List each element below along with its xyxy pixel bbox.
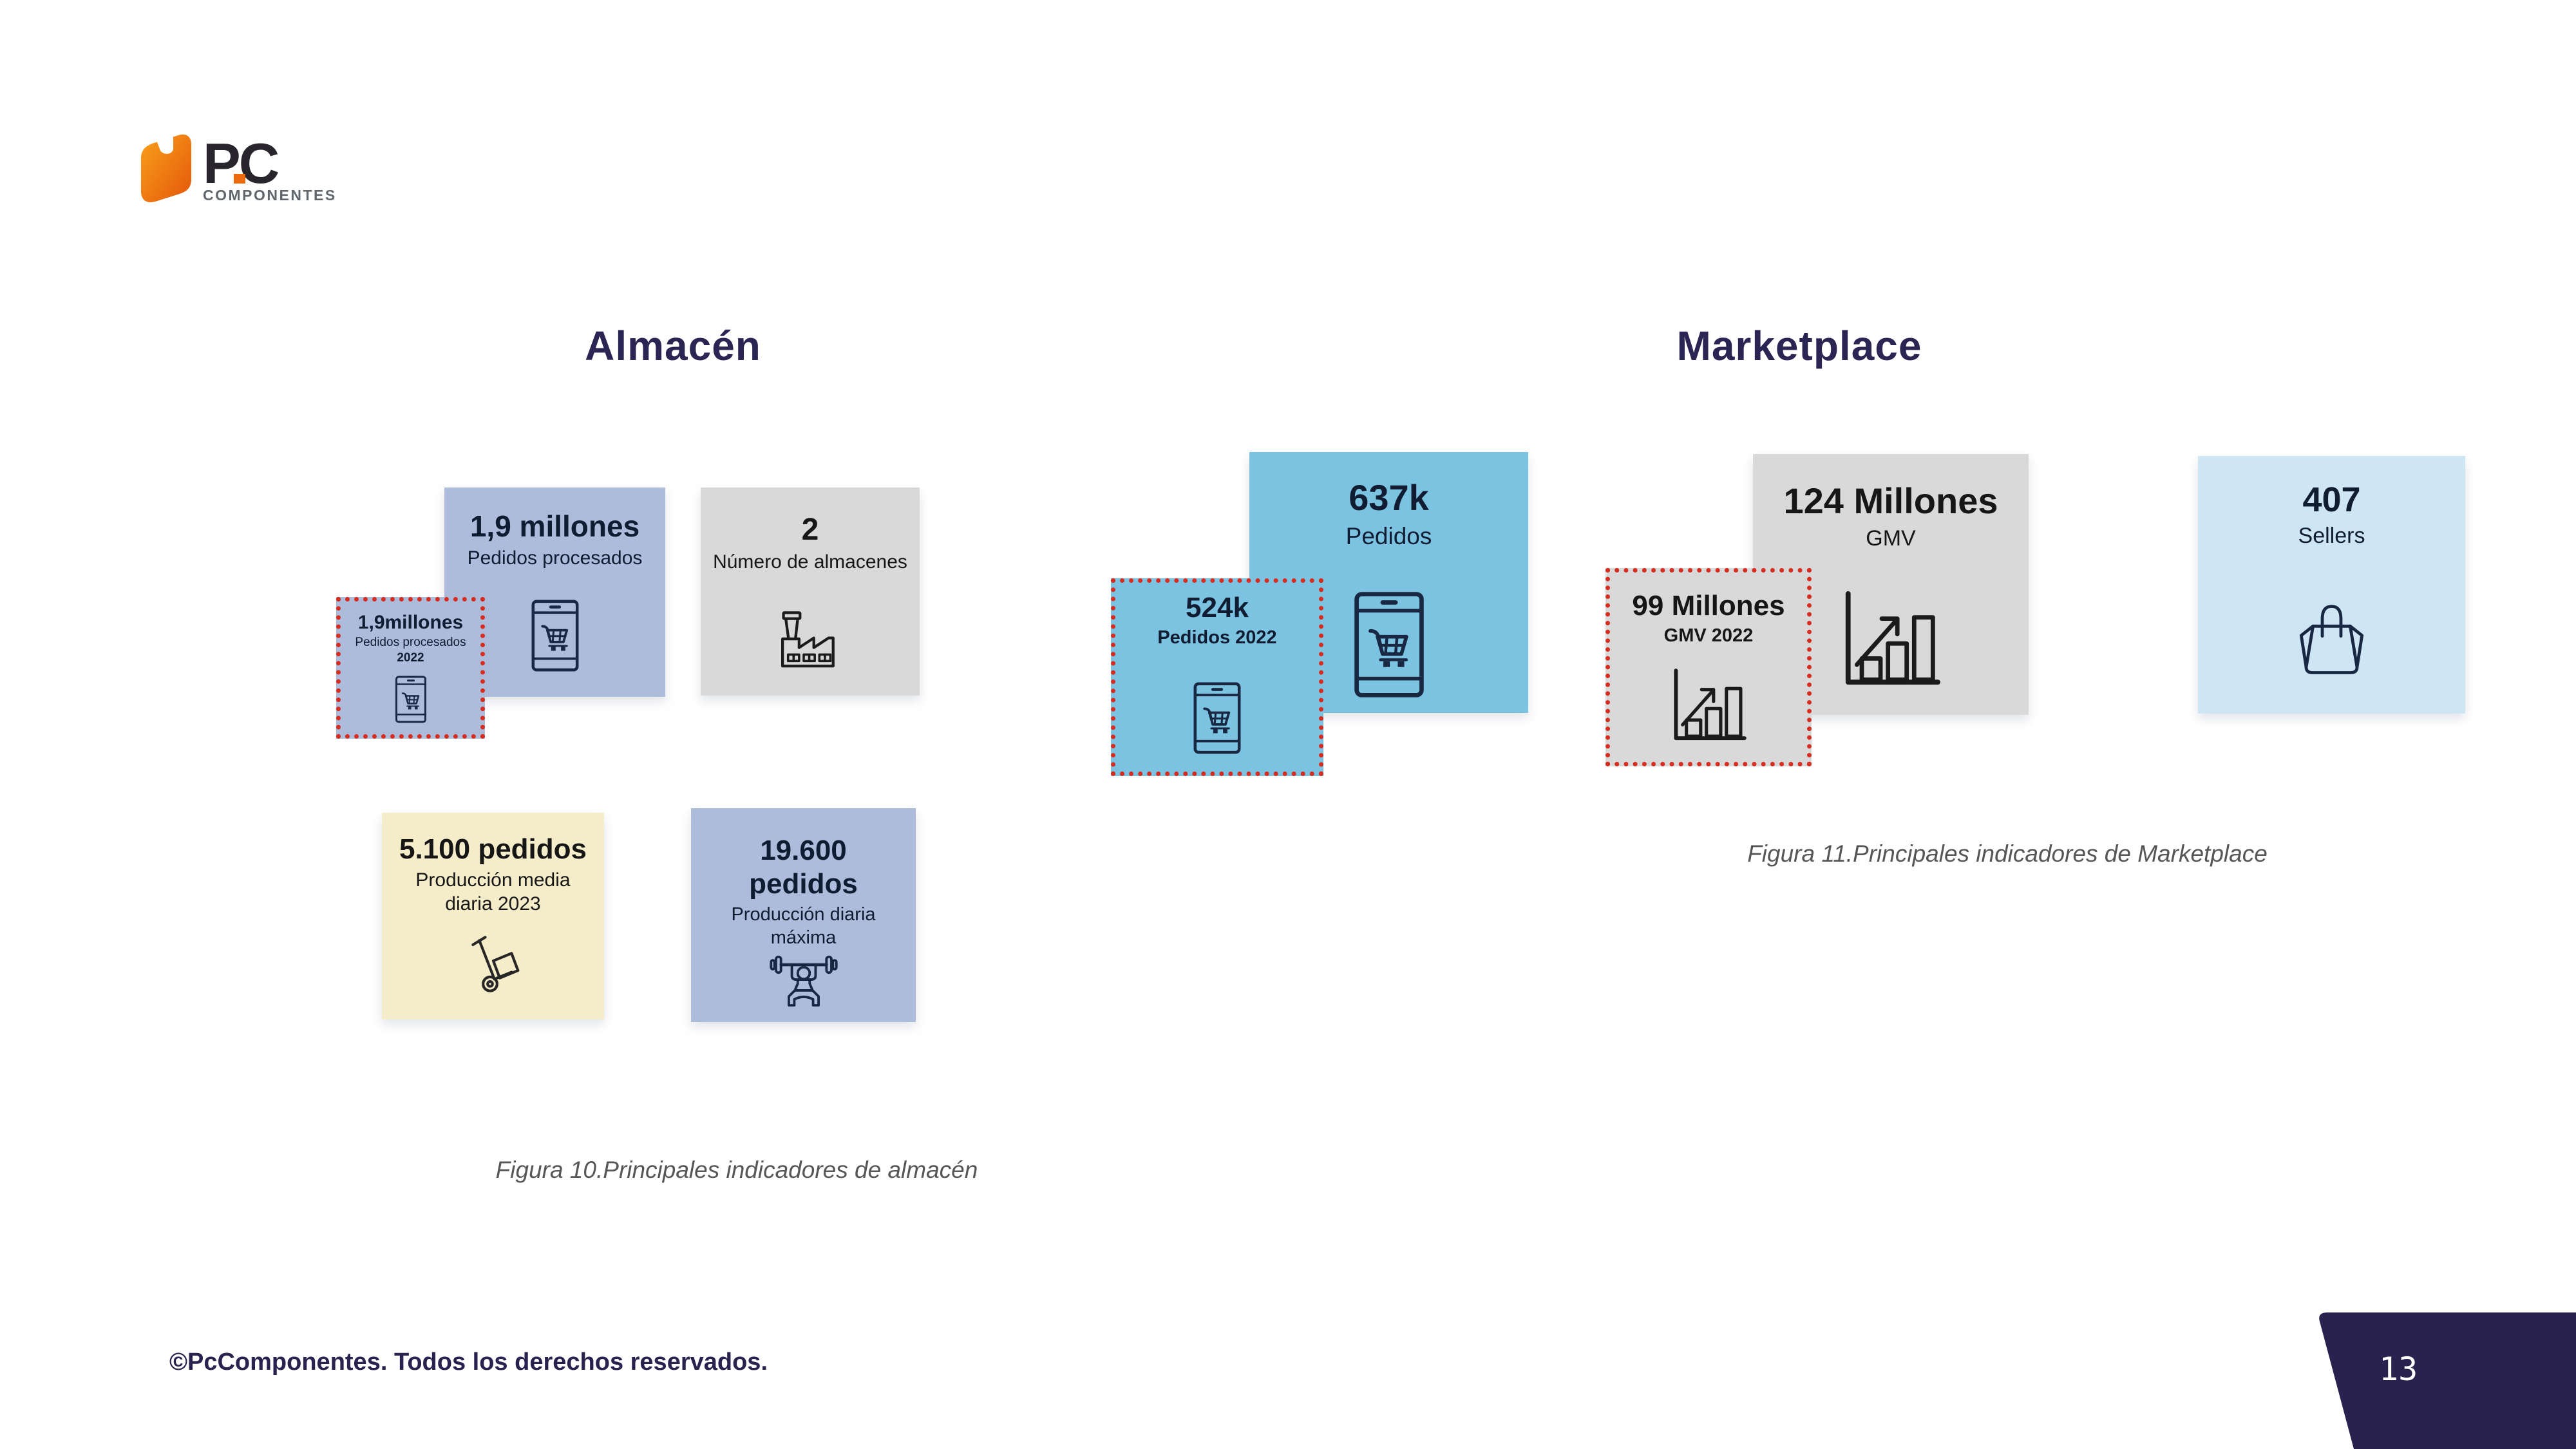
stat-label: Número de almacenes	[713, 551, 907, 573]
stat-pedidos-procesados-2022: 1,9millones Pedidos procesados 2022	[336, 597, 485, 739]
logo-orange-dot	[234, 174, 245, 184]
stat-sellers: 407 Sellers	[2198, 456, 2465, 714]
stat-value: 99 Millones	[1632, 590, 1785, 621]
stat-pedidos-2022: 524k Pedidos 2022	[1111, 578, 1323, 776]
shopping-bag-icon	[2285, 598, 2378, 681]
almacen-title: Almacén	[585, 323, 761, 369]
stat-value-line1: 19.600	[760, 835, 847, 866]
smartphone-cart-icon	[531, 599, 580, 672]
stat-label-line1: Producción diaria	[731, 904, 876, 925]
logo-subbrand-text: COMPONENTES	[203, 187, 337, 204]
box-logo-icon	[141, 134, 191, 203]
page-number-tab: 13	[2319, 1312, 2576, 1449]
pccomponentes-logo: PC COMPONENTES	[141, 131, 337, 204]
stat-numero-almacenes: 2 Número de almacenes	[701, 488, 920, 696]
factory-icon	[778, 610, 842, 670]
weightlifter-icon	[769, 950, 838, 1012]
growth-chart-icon	[1669, 668, 1748, 743]
stat-value: 1,9 millones	[469, 509, 640, 543]
stat-year: 2022	[397, 651, 424, 665]
logo-brand-text: PC	[203, 131, 279, 195]
stat-label: Sellers	[2298, 523, 2365, 548]
copyright-text: ©PcComponentes. Todos los derechos reser…	[169, 1349, 768, 1376]
stat-label: Pedidos	[1345, 523, 1432, 550]
stat-value: 124 Millones	[1783, 480, 1998, 521]
stat-label: Pedidos procesados	[355, 636, 466, 650]
stat-value: 637k	[1349, 477, 1429, 518]
stat-label-line1: Producción media	[415, 869, 571, 891]
smartphone-cart-icon	[395, 675, 427, 724]
stat-label: Pedidos procesados	[467, 547, 643, 569]
stat-label: Pedidos 2022	[1157, 627, 1277, 648]
stat-produccion-maxima: 19.600 pedidos Producción diaria máxima	[691, 808, 916, 1022]
hand-truck-icon	[461, 932, 526, 996]
figura-10-caption: Figura 10.Principales indicadores de alm…	[495, 1157, 978, 1183]
page-number: 13	[2379, 1350, 2418, 1388]
stat-label: GMV 2022	[1663, 625, 1754, 646]
stat-value: 524k	[1186, 592, 1249, 623]
stat-label-line2: máxima	[770, 927, 837, 949]
figura-11-caption: Figura 11.Principales indicadores de Mar…	[1747, 840, 2268, 867]
stat-value: 1,9millones	[357, 612, 464, 633]
smartphone-cart-icon	[1353, 591, 1425, 699]
stat-value-line2: pedidos	[749, 867, 858, 900]
marketplace-title: Marketplace	[1676, 323, 1922, 369]
stat-value: 2	[801, 513, 819, 547]
smartphone-cart-icon	[1193, 681, 1242, 755]
stat-produccion-media: 5.100 pedidos Producción media diaria 20…	[382, 813, 604, 1019]
stat-value: 5.100 pedidos	[399, 833, 587, 865]
stat-value: 407	[2302, 480, 2361, 519]
stat-label: GMV	[1866, 526, 1916, 551]
stat-gmv-2022: 99 Millones GMV 2022	[1605, 568, 1812, 766]
growth-chart-icon	[1839, 591, 1942, 688]
stat-label-line2: diaria 2023	[445, 893, 541, 915]
